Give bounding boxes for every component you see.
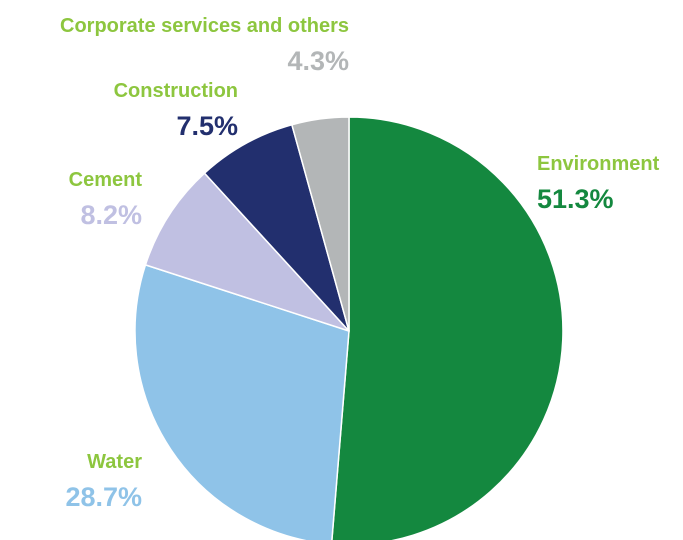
value-construction: 7.5% [176,111,238,141]
label-cement: Cement [69,169,143,191]
label-water: Water [87,451,142,473]
pie-slice-construction [203,124,350,332]
value-environment: 51.3% [537,184,614,214]
label-environment: Environment [537,153,660,175]
value-water: 28.7% [65,482,142,512]
pie-slice-environment [331,116,564,540]
value-corporate-services: 4.3% [287,46,349,76]
pie-slice-corporate-services-and-others [291,116,350,332]
pie-slices [134,116,564,540]
value-cement: 8.2% [80,200,142,230]
label-corporate-services: Corporate services and others [60,15,349,37]
pie-slice-cement [144,172,350,332]
pie-slice-water [134,264,350,540]
label-construction: Construction [114,80,238,102]
